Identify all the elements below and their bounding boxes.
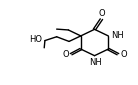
Text: O: O — [120, 50, 127, 59]
Text: O: O — [62, 50, 69, 59]
Text: NH: NH — [89, 58, 102, 67]
Text: NH: NH — [111, 31, 124, 40]
Text: O: O — [99, 9, 105, 18]
Text: HO: HO — [29, 35, 42, 44]
